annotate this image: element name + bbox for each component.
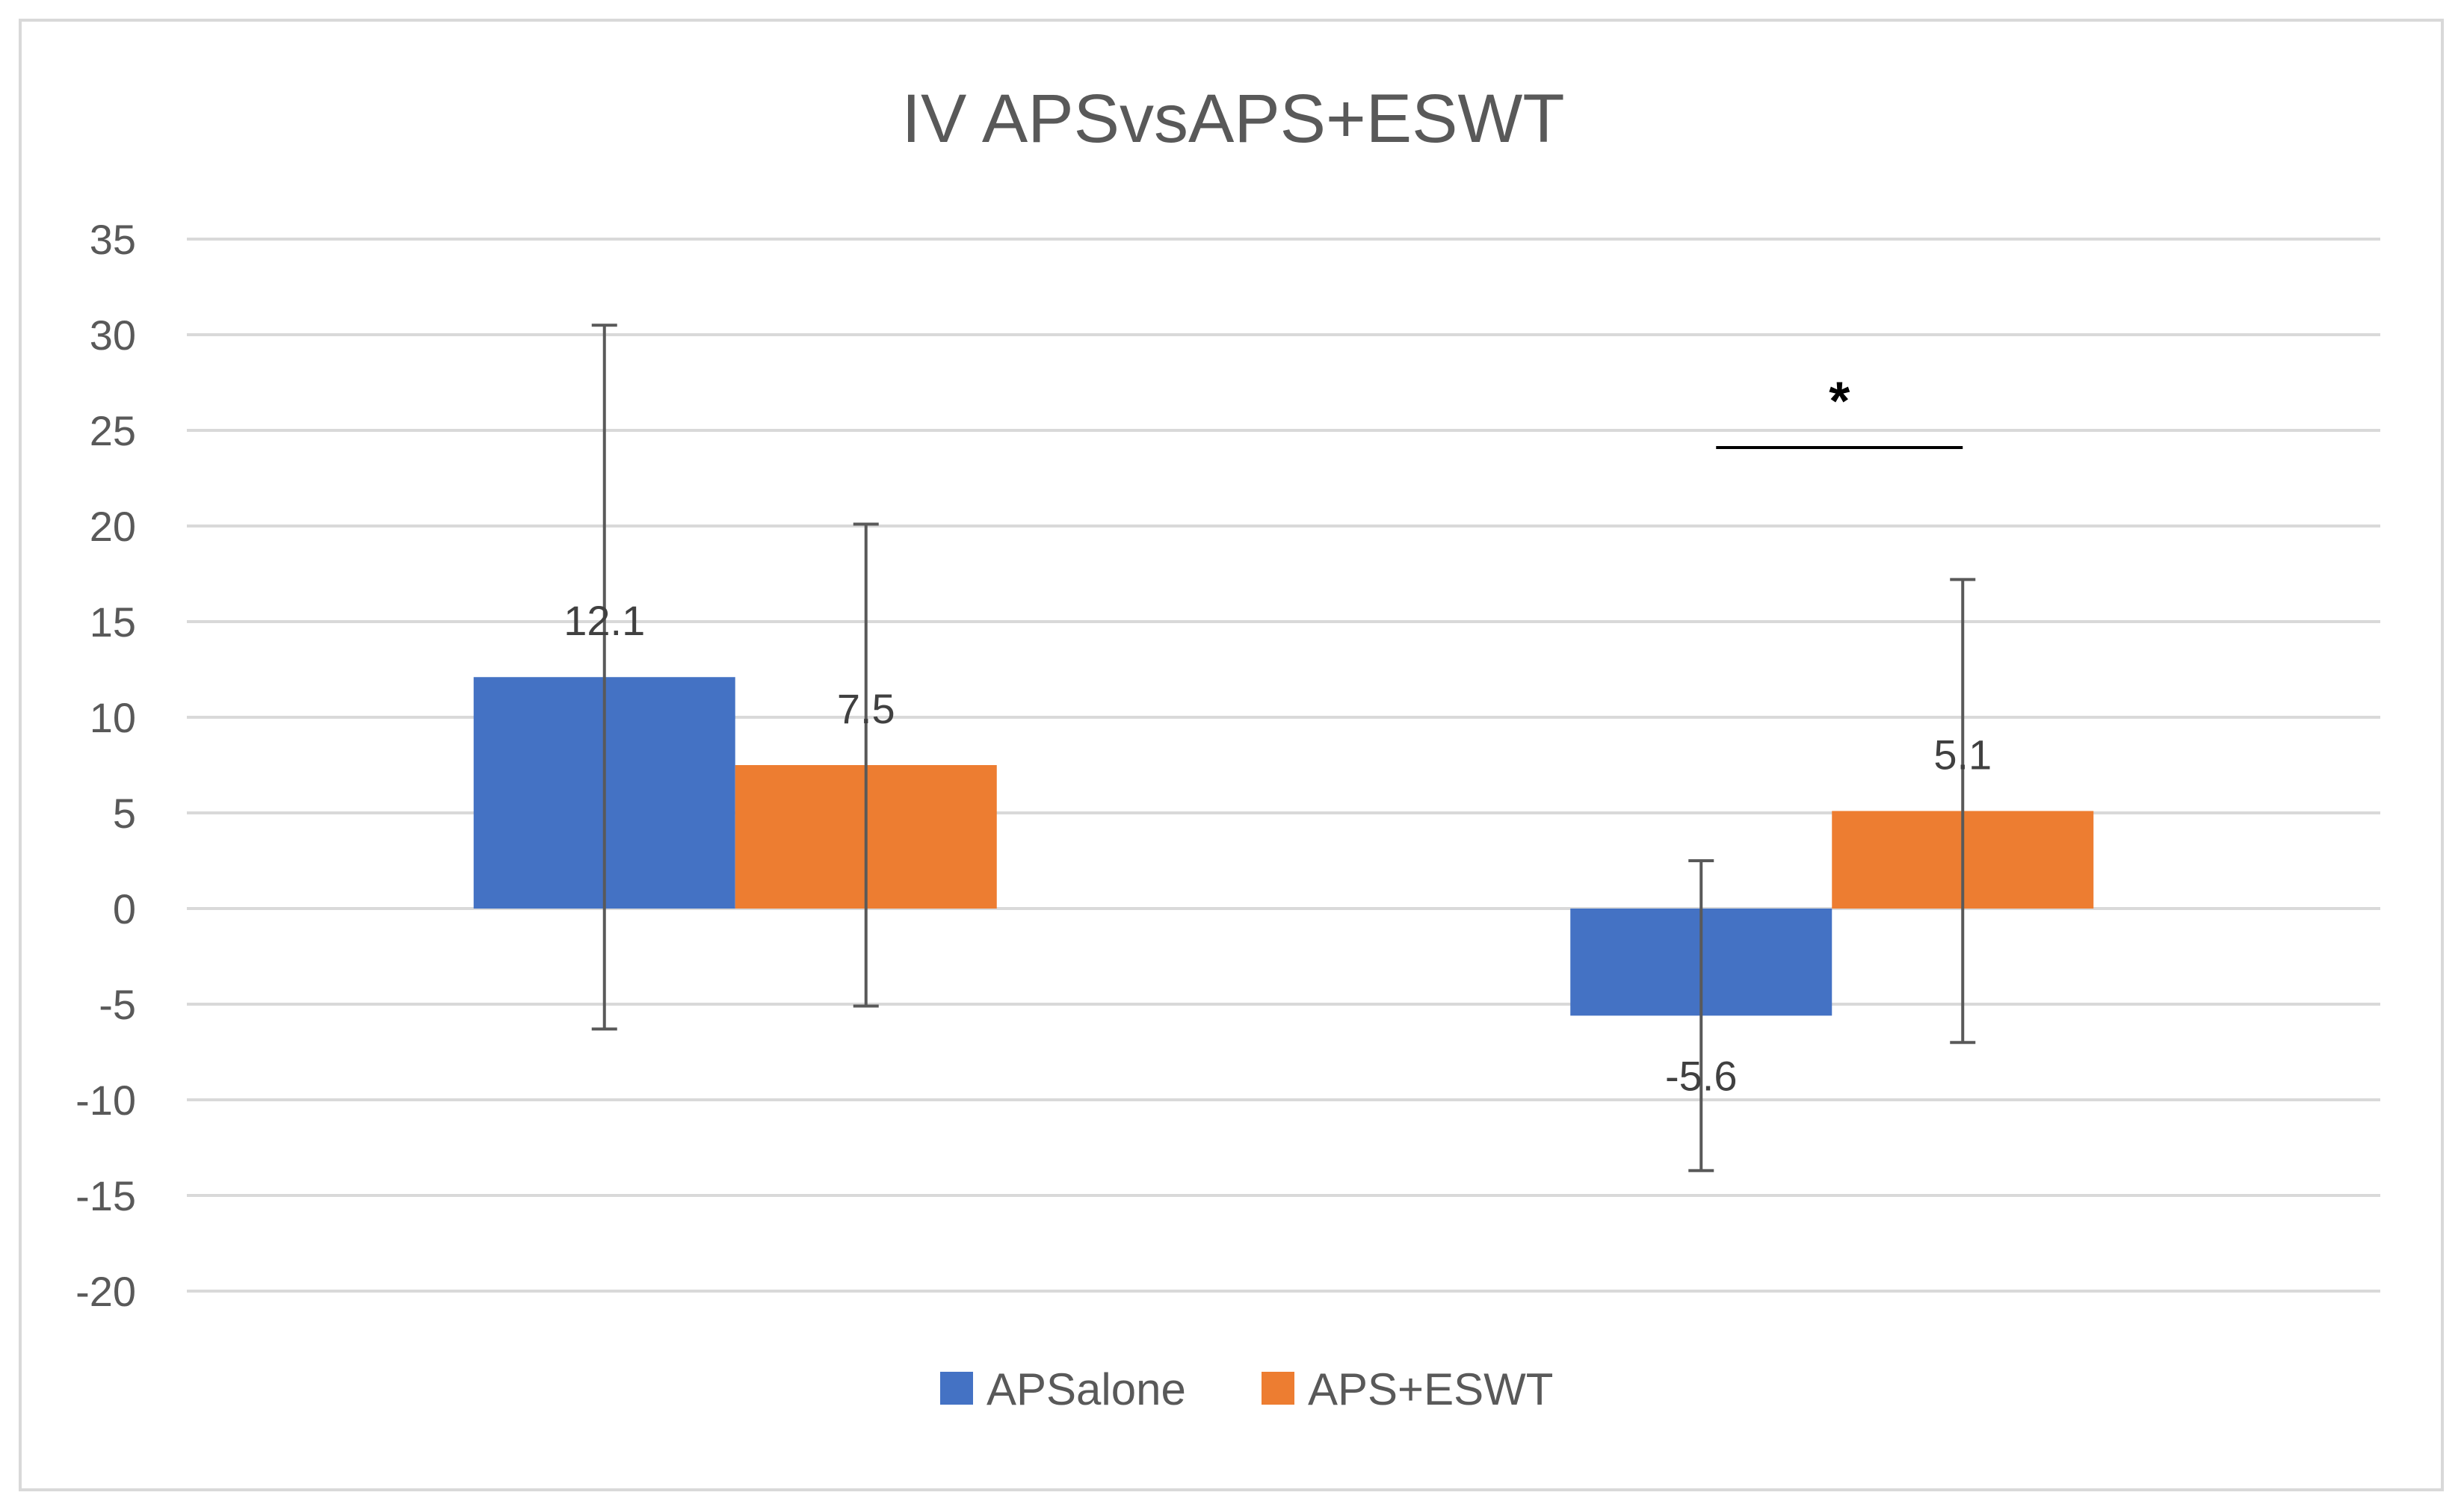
chart-title: IV APSvsAPS+ESWT [901,81,1564,157]
legend-swatch [940,1372,973,1405]
y-tick-label: 10 [90,694,136,741]
legend-swatch [1262,1372,1294,1405]
legend: APSalone APS+ESWT [940,1364,1553,1414]
y-tick-label: -5 [99,981,136,1028]
error-bar-layer [591,324,1976,1172]
data-label: 12.1 [563,597,645,644]
y-tick-label: 0 [113,885,136,932]
bar-layer [473,677,2094,1016]
significance-asterisk: * [1829,372,1850,432]
y-tick-label: 35 [90,216,136,263]
chart-frame [19,19,2444,1491]
y-tick-label: -20 [75,1268,136,1315]
y-tick-label: 25 [90,407,136,454]
legend-label: APS+ESWT [1308,1364,1553,1414]
y-tick-label: -10 [75,1077,136,1124]
data-label: -5.6 [1665,1052,1738,1099]
annotation-layer: * [1716,372,1963,450]
y-tick-label: 5 [113,790,136,837]
legend-label: APSalone [986,1364,1186,1414]
data-label-layer: 12.1 -5.6 7.5 5.1 [563,597,1992,1099]
y-tick-label: 30 [90,312,136,359]
data-label: 7.5 [837,685,895,732]
y-axis-tick-labels: 35 30 25 20 15 10 5 0 -5 -10 -15 -20 [75,216,136,1315]
y-tick-label: 15 [90,598,136,646]
y-tick-label: 20 [90,503,136,550]
data-label: 5.1 [1933,731,1992,778]
y-tick-label: -15 [75,1172,136,1219]
